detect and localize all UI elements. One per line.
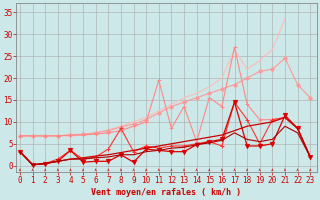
X-axis label: Vent moyen/en rafales ( km/h ): Vent moyen/en rafales ( km/h ) — [92, 188, 241, 197]
